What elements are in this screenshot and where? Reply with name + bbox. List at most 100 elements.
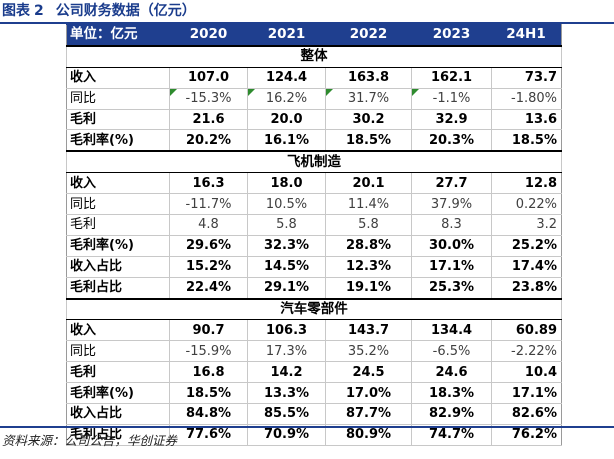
section-title: 飞机制造 (66, 150, 562, 174)
value-cell: 82.9% (411, 403, 492, 425)
value-cell: 14.5% (247, 255, 326, 278)
value-cell: -1.1% (411, 87, 492, 110)
value-cell: 18.5% (491, 129, 562, 152)
cell-indicator-icon (326, 89, 333, 96)
value-cell: 80.9% (325, 423, 412, 446)
header-unit-cell: 单位：亿元 (66, 23, 170, 47)
row-label: 收入 (66, 66, 170, 89)
row-label: 毛利占比 (66, 423, 170, 446)
row-label: 毛利率(%) (66, 129, 170, 152)
value-cell: 143.7 (325, 319, 412, 342)
value-cell: 90.7 (169, 319, 248, 342)
value-cell: 31.7% (325, 87, 412, 110)
value-cell: 30.0% (411, 234, 492, 257)
section-header-row: 飞机制造 (66, 150, 562, 174)
value-cell: 107.0 (169, 66, 248, 89)
value-cell: -2.22% (491, 340, 562, 363)
value-cell: 10.5% (247, 193, 326, 216)
row-label: 毛利占比 (66, 276, 170, 300)
table-row: 收入 16.3 18.0 20.1 27.7 12.8 (66, 172, 562, 195)
value-cell: 35.2% (325, 340, 412, 363)
value-cell: 87.7% (325, 403, 412, 425)
value-cell: 3.2 (491, 214, 562, 236)
value-cell: -15.9% (169, 340, 248, 363)
row-label: 毛利率(%) (66, 382, 170, 405)
value-cell: 18.0 (247, 172, 326, 195)
table-row: 毛利率(%) 18.5% 13.3% 17.0% 18.3% 17.1% (66, 382, 562, 405)
table-row: 毛利 16.8 14.2 24.5 24.6 10.4 (66, 361, 562, 384)
table-row: 同比 -11.7% 10.5% 11.4% 37.9% 0.22% (66, 193, 562, 216)
value-cell: 17.1% (411, 255, 492, 278)
table-header-row: 单位：亿元 2020 2021 2022 2023 24H1 (66, 23, 562, 47)
value-cell: 28.8% (325, 234, 412, 257)
row-label: 收入 (66, 319, 170, 342)
value-cell: 24.6 (411, 361, 492, 384)
value-cell: 162.1 (411, 66, 492, 89)
table-row: 收入 90.7 106.3 143.7 134.4 60.89 (66, 319, 562, 342)
financial-data-table: 单位：亿元 2020 2021 2022 2023 24H1 整体 收入 107.0… (66, 23, 562, 446)
value-cell: 5.8 (325, 214, 412, 236)
table-body: 单位：亿元 2020 2021 2022 2023 24H1 整体 收入 107.0… (66, 23, 562, 446)
value-cell: 20.1 (325, 172, 412, 195)
value-cell: 20.0 (247, 108, 326, 131)
value-cell: 18.5% (325, 129, 412, 152)
table-row: 毛利 4.8 5.8 5.8 8.3 3.2 (66, 214, 562, 236)
value-cell: 18.3% (411, 382, 492, 405)
header-year-cell: 2023 (411, 23, 492, 47)
figure-caption: 公司财务数据（亿元） (55, 3, 196, 19)
value-cell: 76.2% (491, 423, 562, 446)
value-cell: -6.5% (411, 340, 492, 363)
value-cell: 21.6 (169, 108, 248, 131)
value-cell: 24.5 (325, 361, 412, 384)
value-cell: 17.1% (491, 382, 562, 405)
value-cell: 17.3% (247, 340, 326, 363)
row-label: 收入 (66, 172, 170, 195)
value-cell: 12.3% (325, 255, 412, 278)
figure-number: 2 (34, 3, 44, 19)
value-cell: 32.3% (247, 234, 326, 257)
value-cell: 13.3% (247, 382, 326, 405)
value-cell: 25.2% (491, 234, 562, 257)
value-cell: -15.3% (169, 87, 248, 110)
figure-title: 图表 2 公司财务数据（亿元） (0, 0, 614, 24)
row-label: 毛利率(%) (66, 234, 170, 257)
value-cell: 106.3 (247, 319, 326, 342)
table-row: 毛利占比 22.4% 29.1% 19.1% 25.3% 23.8% (66, 276, 562, 300)
value-cell: -1.80% (491, 87, 562, 110)
value-cell: 16.2% (247, 87, 326, 110)
value-cell: 70.9% (247, 423, 326, 446)
row-label: 同比 (66, 193, 170, 216)
value-cell: 20.2% (169, 129, 248, 152)
cell-indicator-icon (248, 89, 255, 96)
value-cell: 73.7 (491, 66, 562, 89)
header-year-cell: 24H1 (491, 23, 562, 47)
row-label: 毛利 (66, 108, 170, 131)
value-cell: 13.6 (491, 108, 562, 131)
value-cell: 124.4 (247, 66, 326, 89)
row-label: 同比 (66, 87, 170, 110)
source-note: 资料来源：公司公告，华创证券 (0, 426, 614, 459)
value-cell: 8.3 (411, 214, 492, 236)
row-label: 收入占比 (66, 403, 170, 425)
section-header-row: 整体 (66, 44, 562, 68)
value-cell: 32.9 (411, 108, 492, 131)
section-header-row: 汽车零部件 (66, 297, 562, 321)
value-cell: 4.8 (169, 214, 248, 236)
value-cell: 25.3% (411, 276, 492, 300)
value-cell: 82.6% (491, 403, 562, 425)
value-cell: 30.2 (325, 108, 412, 131)
value-cell: 18.5% (169, 382, 248, 405)
header-year-cell: 2021 (247, 23, 326, 47)
cell-indicator-icon (170, 89, 177, 96)
header-year-cell: 2020 (169, 23, 248, 47)
value-cell: 29.6% (169, 234, 248, 257)
value-cell: 60.89 (491, 319, 562, 342)
value-cell: 17.0% (325, 382, 412, 405)
value-cell: 84.8% (169, 403, 248, 425)
value-cell: 29.1% (247, 276, 326, 300)
value-cell: 19.1% (325, 276, 412, 300)
value-cell: 17.4% (491, 255, 562, 278)
value-cell: 22.4% (169, 276, 248, 300)
value-cell: 134.4 (411, 319, 492, 342)
table-row: 同比 -15.9% 17.3% 35.2% -6.5% -2.22% (66, 340, 562, 363)
